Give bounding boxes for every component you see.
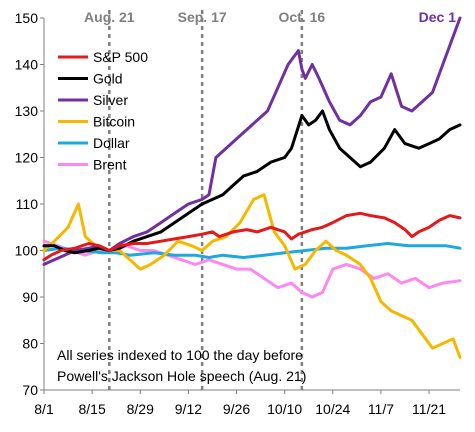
x-axis: 8/1 8/15 8/29 9/12 9/26 10/10 10/24 11/7 11/21 <box>34 390 446 417</box>
legend-label: Dollar <box>93 135 130 151</box>
y-tick-label: 150 <box>15 10 39 26</box>
event-label: Sep. 17 <box>178 9 227 25</box>
legend-label: Silver <box>93 92 128 108</box>
x-tick-label: 10/24 <box>315 401 350 417</box>
legend-label: Gold <box>93 71 123 87</box>
legend-label: Brent <box>93 157 127 173</box>
series-line-dollar <box>42 242 462 259</box>
x-tick-label: 8/15 <box>79 401 106 417</box>
legend-label: Bitcoin <box>93 114 135 130</box>
y-tick-label: 90 <box>22 289 38 305</box>
x-tick-label: 9/26 <box>223 401 250 417</box>
series-line-silver <box>42 16 462 266</box>
annotation-line: Powell's Jackson Hole speech (Aug. 21) <box>57 368 306 384</box>
x-tick-label: 9/12 <box>175 401 202 417</box>
y-tick-label: 70 <box>22 382 38 398</box>
x-tick-label: 10/10 <box>267 401 302 417</box>
event-label: Dec 1 <box>419 9 457 25</box>
legend-label: S&P 500 <box>93 49 148 65</box>
y-tick-label: 130 <box>15 103 39 119</box>
y-tick-label: 80 <box>22 336 38 352</box>
annotation-line: All series indexed to 100 the day before <box>57 347 303 363</box>
series-lines <box>42 16 462 359</box>
x-tick-label: 11/21 <box>412 401 446 417</box>
series-line-s-p-500 <box>42 211 462 262</box>
event-label: Oct. 16 <box>278 9 325 25</box>
annotation-note: All series indexed to 100 the day before… <box>57 347 306 384</box>
event-markers: Aug. 21 Sep. 17 Oct. 16 Dec 1 <box>84 9 456 390</box>
y-axis: 70 80 90 100 110 120 130 140 150 <box>15 10 44 398</box>
x-tick-label: 8/29 <box>127 401 154 417</box>
y-tick-label: 100 <box>15 243 39 259</box>
series-line-bitcoin <box>42 193 462 359</box>
event-label: Aug. 21 <box>84 9 135 25</box>
x-tick-label: 11/7 <box>368 401 394 417</box>
y-tick-label: 120 <box>15 150 39 166</box>
legend: S&P 500 Gold Silver Bitcoin Dollar Brent <box>58 49 148 173</box>
x-tick-label: 8/1 <box>34 401 54 417</box>
y-tick-label: 140 <box>15 57 39 73</box>
y-tick-label: 110 <box>16 196 39 212</box>
